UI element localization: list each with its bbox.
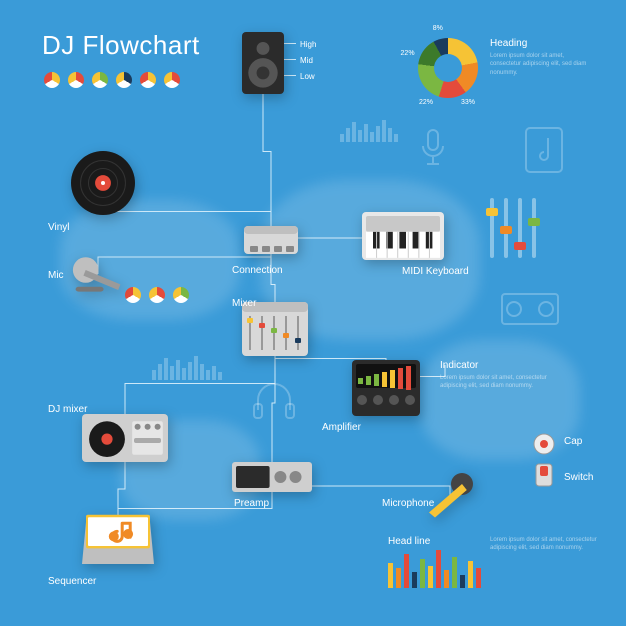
mixer-label: Mixer (232, 298, 256, 309)
headline-label: Head line (388, 536, 430, 547)
microphone-label: Microphone (382, 498, 434, 509)
indicator-label: Indicator (440, 360, 478, 371)
mic-label: Mic (48, 270, 64, 281)
connection-label: Connection (232, 265, 283, 276)
amplifier-node (350, 358, 422, 418)
connection-node (242, 220, 300, 260)
amplifier-label: Amplifier (322, 422, 361, 433)
speaker-level-label: High (300, 40, 316, 49)
microphone-node (420, 470, 480, 520)
preamp-label: Preamp (234, 498, 269, 509)
midi-label: MIDI Keyboard (402, 266, 469, 277)
djmixer-node (80, 410, 170, 466)
heading-label: Heading (490, 38, 527, 49)
sequencer-label: Sequencer (48, 576, 96, 587)
djmixer-label: DJ mixer (48, 404, 87, 415)
speaker-level-label: Low (300, 72, 315, 81)
vinyl-node (70, 150, 136, 216)
sequencer-node (76, 510, 160, 570)
midi-node (360, 210, 446, 262)
page-title: DJ Flowchart (42, 30, 200, 61)
pie-indicator-row (125, 287, 189, 303)
speaker-level-label: Mid (300, 56, 313, 65)
slider-group[interactable] (490, 198, 536, 258)
heading-donut-chart (418, 38, 478, 98)
switch-label: Switch (564, 472, 593, 483)
cap-label: Cap (564, 436, 582, 447)
mic-node (70, 254, 126, 294)
pie-indicator-row (44, 72, 180, 88)
infographic-canvas: DJ Flowchart22%8%33%22%HeadingLorem ipsu… (0, 0, 626, 626)
speaker-node (240, 30, 286, 96)
headline-bar-chart (388, 550, 481, 588)
vinyl-label: Vinyl (48, 222, 70, 233)
preamp-node (230, 460, 314, 494)
